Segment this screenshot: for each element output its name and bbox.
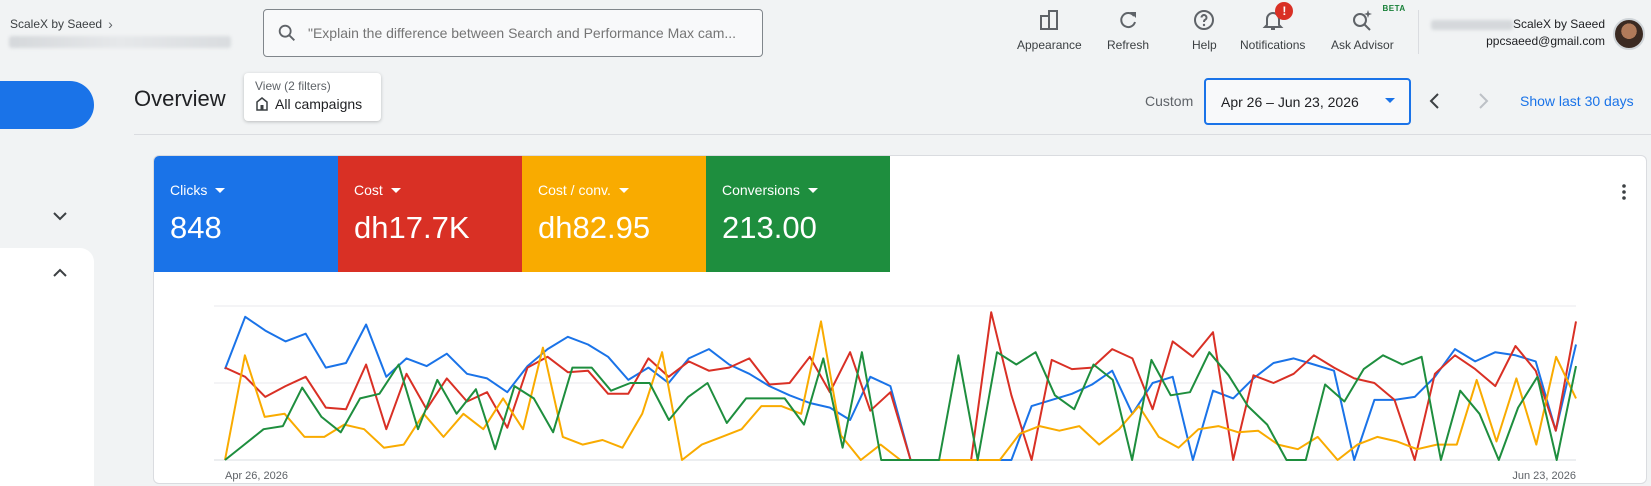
dropdown-caret-icon: [1385, 98, 1395, 103]
view-filter-count: View (2 filters): [255, 79, 331, 93]
avatar[interactable]: [1613, 18, 1645, 50]
search-icon: [278, 24, 295, 41]
user-info[interactable]: ScaleX by Saeed ppcsaeed@gmail.com: [1430, 16, 1605, 50]
metric-label: Cost / conv.: [538, 182, 611, 198]
date-mode-label: Custom: [1145, 93, 1194, 109]
notification-badge: !: [1275, 2, 1294, 20]
refresh-label: Refresh: [1107, 38, 1150, 52]
metric-value: dh82.95: [538, 210, 651, 245]
metric-tile-cost[interactable]: Cost dh17.7K: [338, 156, 522, 272]
caret-down-icon[interactable]: [215, 187, 226, 193]
search-input[interactable]: [308, 25, 748, 41]
metric-tile-cost-per-conv[interactable]: Cost / conv. dh82.95: [522, 156, 706, 272]
appearance-label: Appearance: [1017, 38, 1082, 52]
nav-section: [0, 248, 94, 486]
previous-period-icon[interactable]: [1424, 90, 1446, 112]
header-divider: [134, 134, 1651, 135]
help-button[interactable]: Help: [1192, 8, 1217, 52]
help-label: Help: [1192, 38, 1217, 52]
metric-tile-conversions[interactable]: Conversions 213.00: [706, 156, 890, 272]
show-last-30-days-link[interactable]: Show last 30 days: [1520, 93, 1634, 109]
page-title: Overview: [134, 86, 226, 111]
ask-advisor-label: Ask Advisor: [1331, 38, 1394, 52]
series-line-conversions: [224, 351, 1577, 461]
x-axis-end-label: Jun 23, 2026: [1512, 470, 1576, 482]
appearance-icon: [1040, 10, 1059, 30]
next-period-icon[interactable]: [1472, 90, 1494, 112]
help-icon: [1194, 10, 1215, 30]
date-range-select[interactable]: Apr 26 – Jun 23, 2026: [1204, 78, 1411, 125]
user-email: ppcsaeed@gmail.com: [1486, 34, 1605, 48]
account-switcher[interactable]: ScaleX by Saeed ›: [10, 16, 113, 32]
metric-value: dh17.7K: [354, 210, 470, 245]
series-line-cost-conv: [224, 320, 1577, 461]
user-account-name: ScaleX by Saeed: [1512, 17, 1605, 31]
blurred-customer-id: [1430, 19, 1513, 30]
refresh-button[interactable]: Refresh: [1107, 8, 1149, 52]
caret-down-icon[interactable]: [618, 187, 629, 193]
account-name: ScaleX by Saeed: [10, 17, 103, 31]
chevron-right-icon: ›: [108, 16, 113, 32]
ask-advisor-button[interactable]: BETA Ask Advisor: [1331, 4, 1405, 52]
metric-label: Clicks: [170, 182, 208, 198]
chevron-up-icon[interactable]: [51, 264, 69, 282]
date-range-value: Apr 26 – Jun 23, 2026: [1221, 93, 1359, 110]
blurred-account-id: [9, 36, 231, 48]
metric-value: 213.00: [722, 210, 817, 245]
chevron-down-icon[interactable]: [51, 207, 69, 225]
performance-chart: Apr 26, 2026 Jun 23, 2026: [214, 305, 1577, 482]
metric-tile-clicks[interactable]: Clicks 848: [154, 156, 338, 272]
toolbar-divider: [1418, 10, 1419, 54]
top-bar: ScaleX by Saeed › Appearance Refresh Hel…: [0, 0, 1651, 65]
refresh-icon: [1120, 12, 1137, 29]
view-filter-button[interactable]: View (2 filters) All campaigns: [244, 73, 381, 121]
performance-card: Clicks 848 Cost dh17.7K Cost / conv. dh8…: [153, 155, 1647, 484]
appearance-button[interactable]: Appearance: [1017, 8, 1082, 52]
series-line-cost: [224, 311, 1577, 461]
caret-down-icon[interactable]: [807, 187, 818, 193]
notifications-button[interactable]: ! Notifications: [1240, 2, 1306, 52]
notifications-label: Notifications: [1240, 38, 1306, 52]
metric-label: Cost: [354, 182, 383, 198]
x-axis-start-label: Apr 26, 2026: [225, 470, 288, 482]
more-vert-icon[interactable]: [1614, 182, 1634, 202]
building-icon: [256, 97, 268, 111]
search-bar[interactable]: [263, 9, 763, 57]
ask-advisor-icon: [1353, 10, 1373, 31]
metric-value: 848: [170, 210, 222, 245]
view-filter-label: All campaigns: [275, 96, 363, 112]
metric-label: Conversions: [722, 182, 800, 198]
beta-tag: BETA: [1382, 4, 1406, 13]
caret-down-icon[interactable]: [390, 187, 401, 193]
nav-active-item[interactable]: [0, 81, 94, 129]
